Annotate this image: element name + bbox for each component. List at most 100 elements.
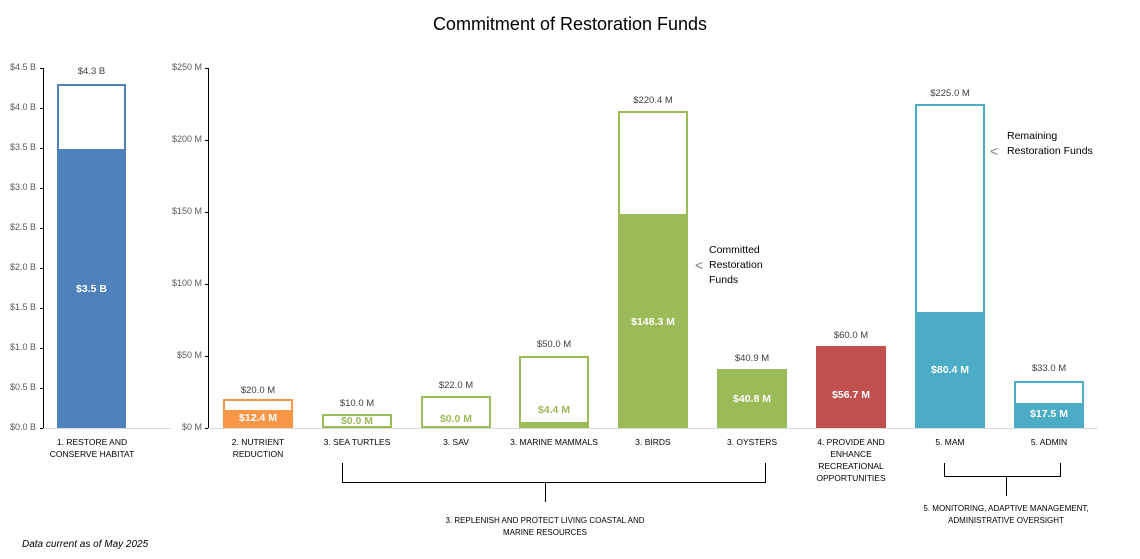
bar-committed (816, 346, 886, 428)
y-axis-line (43, 68, 44, 429)
bar-total-label: $4.3 B (77, 66, 106, 77)
x-axis-line (43, 428, 171, 429)
bar-committed (1014, 403, 1084, 428)
y-tick-label: $4.0 B (9, 102, 36, 112)
y-tickmark (40, 148, 44, 149)
bar-total-label: $33.0 M (1031, 363, 1067, 374)
y-tick-label: $0.0 B (9, 422, 36, 432)
bar-total-label: $20.0 M (240, 385, 276, 396)
y-tick-label: $200 M (171, 134, 202, 144)
category-label: 3. SEA TURTLES (323, 437, 391, 447)
category-label-line: REDUCTION (232, 449, 284, 459)
y-tick-label: $1.5 B (9, 302, 36, 312)
category-label-line: CONSERVE HABITAT (49, 449, 135, 459)
y-axis-line (208, 68, 209, 429)
chart-title: Commitment of Restoration Funds (432, 14, 708, 34)
bar-committed-label: $40.8 M (733, 393, 771, 405)
category-label-line: 4. PROVIDE AND (817, 437, 885, 447)
bar-total-label: $40.9 M (734, 353, 770, 364)
y-tickmark (40, 388, 44, 389)
category-label: 1. RESTORE AND CONSERVE HABITAT (36, 436, 148, 460)
y-tick-label: $0.5 B (9, 382, 36, 392)
y-tickmark (40, 228, 44, 229)
bar-total-label: $10.0 M (339, 398, 375, 409)
bar-committed (519, 422, 589, 428)
y-tickmark (40, 108, 44, 109)
annotation-line: Restoration (709, 259, 763, 271)
category-label: 3. BIRDS (635, 437, 671, 447)
category-label: 3. MARINE MAMMALS (510, 437, 598, 447)
bar-total-outline (421, 396, 491, 428)
annotation-line: Remaining (1007, 130, 1058, 142)
y-tickmark (40, 268, 44, 269)
bar-committed (223, 410, 293, 428)
y-tickmark (40, 188, 44, 189)
y-tick-label: $2.0 B (9, 262, 36, 272)
y-tickmark (40, 428, 44, 429)
y-tick-label: $0 M (181, 422, 202, 432)
y-tick-label: $4.5 B (9, 62, 36, 72)
y-tickmark (205, 68, 209, 69)
annotation-line: Funds (709, 274, 739, 286)
bar-committed-label: $0.0 M (439, 413, 473, 425)
annotation-arrow-icon: < (990, 143, 999, 159)
group-bracket (944, 463, 1061, 477)
category-label-line: OPPORTUNITIES (816, 473, 886, 483)
bar-committed-label: $17.5 M (1030, 408, 1068, 420)
bar-committed (915, 312, 985, 428)
annotation-arrow-icon: < (695, 257, 704, 273)
y-tickmark (205, 356, 209, 357)
category-label: 2. NUTRIENT REDUCTION (208, 436, 308, 460)
y-tick-label: $250 M (171, 62, 202, 72)
y-tickmark (205, 212, 209, 213)
bar-total-label: $60.0 M (833, 330, 869, 341)
bar-total-label: $225.0 M (930, 88, 970, 99)
bar-total-label: $22.0 M (438, 380, 474, 391)
y-tickmark (205, 428, 209, 429)
group-label-line: 3. REPLENISH AND PROTECT LIVING COASTAL … (445, 516, 645, 525)
bar-total-label: $220.4 M (633, 95, 673, 106)
y-tick-label: $150 M (171, 206, 202, 216)
group-bracket-stem (1006, 476, 1007, 496)
bar-committed (618, 214, 688, 428)
bar-total-outline (519, 356, 589, 428)
footnote: Data current as of May 2025 (22, 539, 149, 550)
bar-committed-label: $4.4 M (537, 404, 571, 416)
bar-committed-label: $56.7 M (832, 389, 870, 401)
bar-committed-label: $12.4 M (239, 412, 277, 424)
y-tick-label: $3.0 B (9, 182, 36, 192)
category-label: 4. PROVIDE AND ENHANCE RECREATIONAL OPPO… (796, 436, 906, 484)
group-label: 5. MONITORING, ADAPTIVE MANAGEMENT, ADMI… (896, 503, 1116, 527)
y-tick-label: $3.5 B (9, 142, 36, 152)
group-label-line: MARINE RESOURCES (502, 528, 587, 537)
y-tick-label: $2.5 B (9, 222, 36, 232)
y-tickmark (40, 68, 44, 69)
annotation-line: Restoration Funds (1007, 145, 1093, 157)
y-tickmark (40, 308, 44, 309)
category-label: 5. ADMIN (1030, 437, 1068, 447)
bar-committed (717, 369, 787, 428)
bar-total-outline (322, 414, 392, 428)
category-label: 3. SAV (443, 437, 469, 447)
group-label-line: 5. MONITORING, ADAPTIVE MANAGEMENT, (923, 504, 1089, 513)
annotation-committed: Committed Restoration Funds (709, 243, 763, 288)
annotation-line: Committed (709, 244, 760, 256)
group-label: 3. REPLENISH AND PROTECT LIVING COASTAL … (395, 515, 695, 539)
category-label: 3. OYSTERS (726, 437, 778, 447)
y-tickmark (40, 348, 44, 349)
x-axis-line (208, 428, 1098, 429)
category-label-line: 1. RESTORE AND (56, 437, 128, 447)
category-label: 5. MAM (935, 437, 965, 447)
category-label-line: RECREATIONAL (818, 461, 884, 471)
bar-committed (57, 149, 126, 428)
bar-committed-label: $3.5 B (76, 283, 107, 295)
group-bracket (342, 463, 766, 483)
y-tick-label: $100 M (171, 278, 202, 288)
bar-committed-label: $0.0 M (340, 415, 374, 427)
bar-committed-label: $148.3 M (631, 316, 675, 328)
y-tickmark (205, 140, 209, 141)
y-tick-label: $50 M (176, 350, 202, 360)
y-tick-label: $1.0 B (9, 342, 36, 352)
group-bracket-stem (545, 482, 546, 502)
bar-committed-label: $80.4 M (931, 364, 969, 376)
